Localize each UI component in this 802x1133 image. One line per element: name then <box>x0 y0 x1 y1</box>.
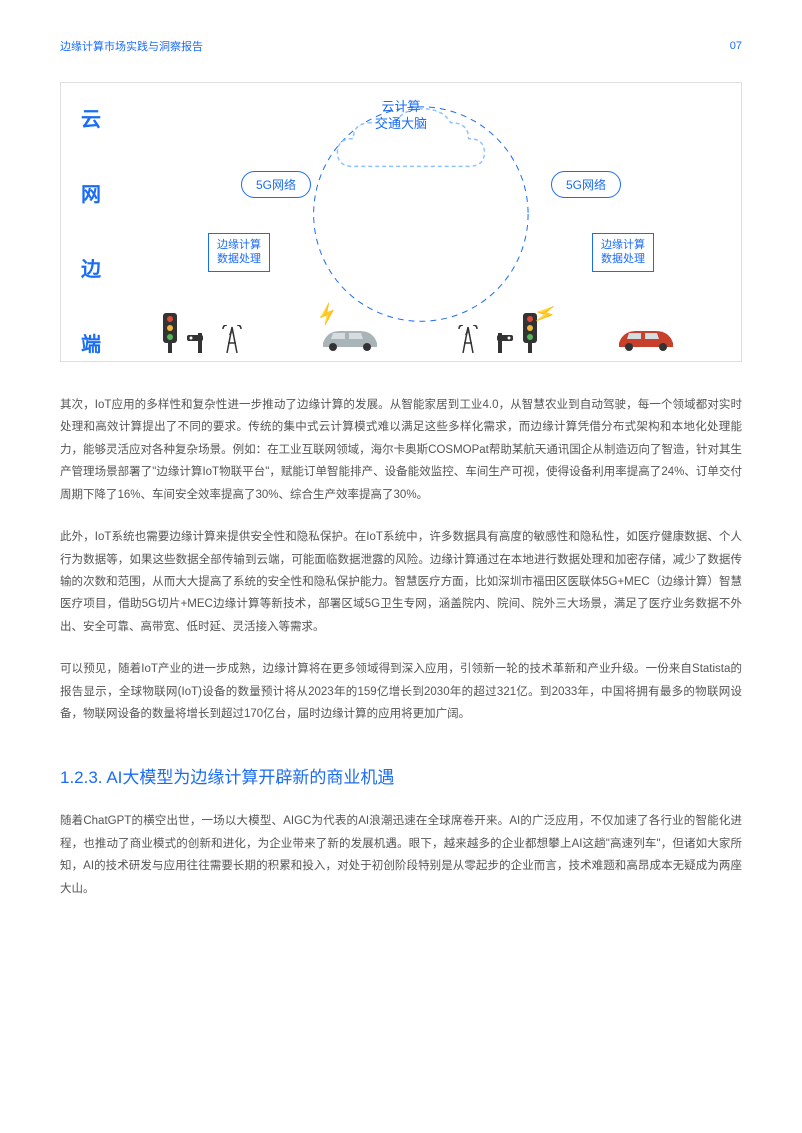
car-icon-left <box>315 323 385 353</box>
section-heading: 1.2.3. AI大模型为边缘计算开辟新的商业机遇 <box>60 763 742 788</box>
edge-right-l2: 数据处理 <box>601 252 645 266</box>
camera-icon <box>487 333 513 353</box>
page-number: 07 <box>730 40 742 52</box>
paragraph-4: 随着ChatGPT的横空出世，一场以大模型、AIGC为代表的AI浪潮迅速在全球席… <box>60 810 742 900</box>
layer-network: 网 <box>81 178 101 207</box>
svg-text:A: A <box>229 328 235 337</box>
svg-text:A: A <box>465 328 471 337</box>
cloud-label: 云计算 交通大脑 <box>375 99 427 133</box>
layer-edge: 边 <box>81 253 101 282</box>
layer-labels: 云 网 边 端 <box>81 103 101 357</box>
device-group-left: A <box>161 313 243 353</box>
edge-left-l1: 边缘计算 <box>217 238 261 252</box>
paragraph-3: 可以预见，随着IoT产业的进一步成熟，边缘计算将在更多领域得到深入应用，引领新一… <box>60 658 742 725</box>
device-row: A A <box>161 313 681 353</box>
car-icon-right <box>611 323 681 353</box>
edge-label-left: 边缘计算 数据处理 <box>208 233 270 272</box>
traffic-light-icon <box>161 313 179 353</box>
antenna-icon: A <box>221 325 243 353</box>
edge-left-l2: 数据处理 <box>217 252 261 266</box>
paragraph-1: 其次，IoT应用的多样性和复杂性进一步推动了边缘计算的发展。从智能家居到工业4.… <box>60 394 742 506</box>
antenna-icon: A <box>457 325 479 353</box>
edge-right-l1: 边缘计算 <box>601 238 645 252</box>
cloud-label-l2: 交通大脑 <box>375 116 427 133</box>
network-label-right: 5G网络 <box>551 171 621 198</box>
paragraph-2: 此外，IoT系统也需要边缘计算来提供安全性和隐私保护。在IoT系统中，许多数据具… <box>60 526 742 638</box>
report-title: 边缘计算市场实践与洞察报告 <box>60 38 203 54</box>
page-header: 边缘计算市场实践与洞察报告 07 <box>60 38 742 54</box>
architecture-diagram: 云 网 边 端 云计算 交通大脑 5G网络 5G网络 边缘计算 数据处理 边缘计… <box>60 82 742 362</box>
network-label-left: 5G网络 <box>241 171 311 198</box>
camera-icon <box>187 333 213 353</box>
device-group-right: A <box>457 313 539 353</box>
edge-label-right: 边缘计算 数据处理 <box>592 233 654 272</box>
layer-cloud: 云 <box>81 103 101 132</box>
layer-device: 端 <box>81 328 101 357</box>
cloud-label-l1: 云计算 <box>375 99 427 116</box>
